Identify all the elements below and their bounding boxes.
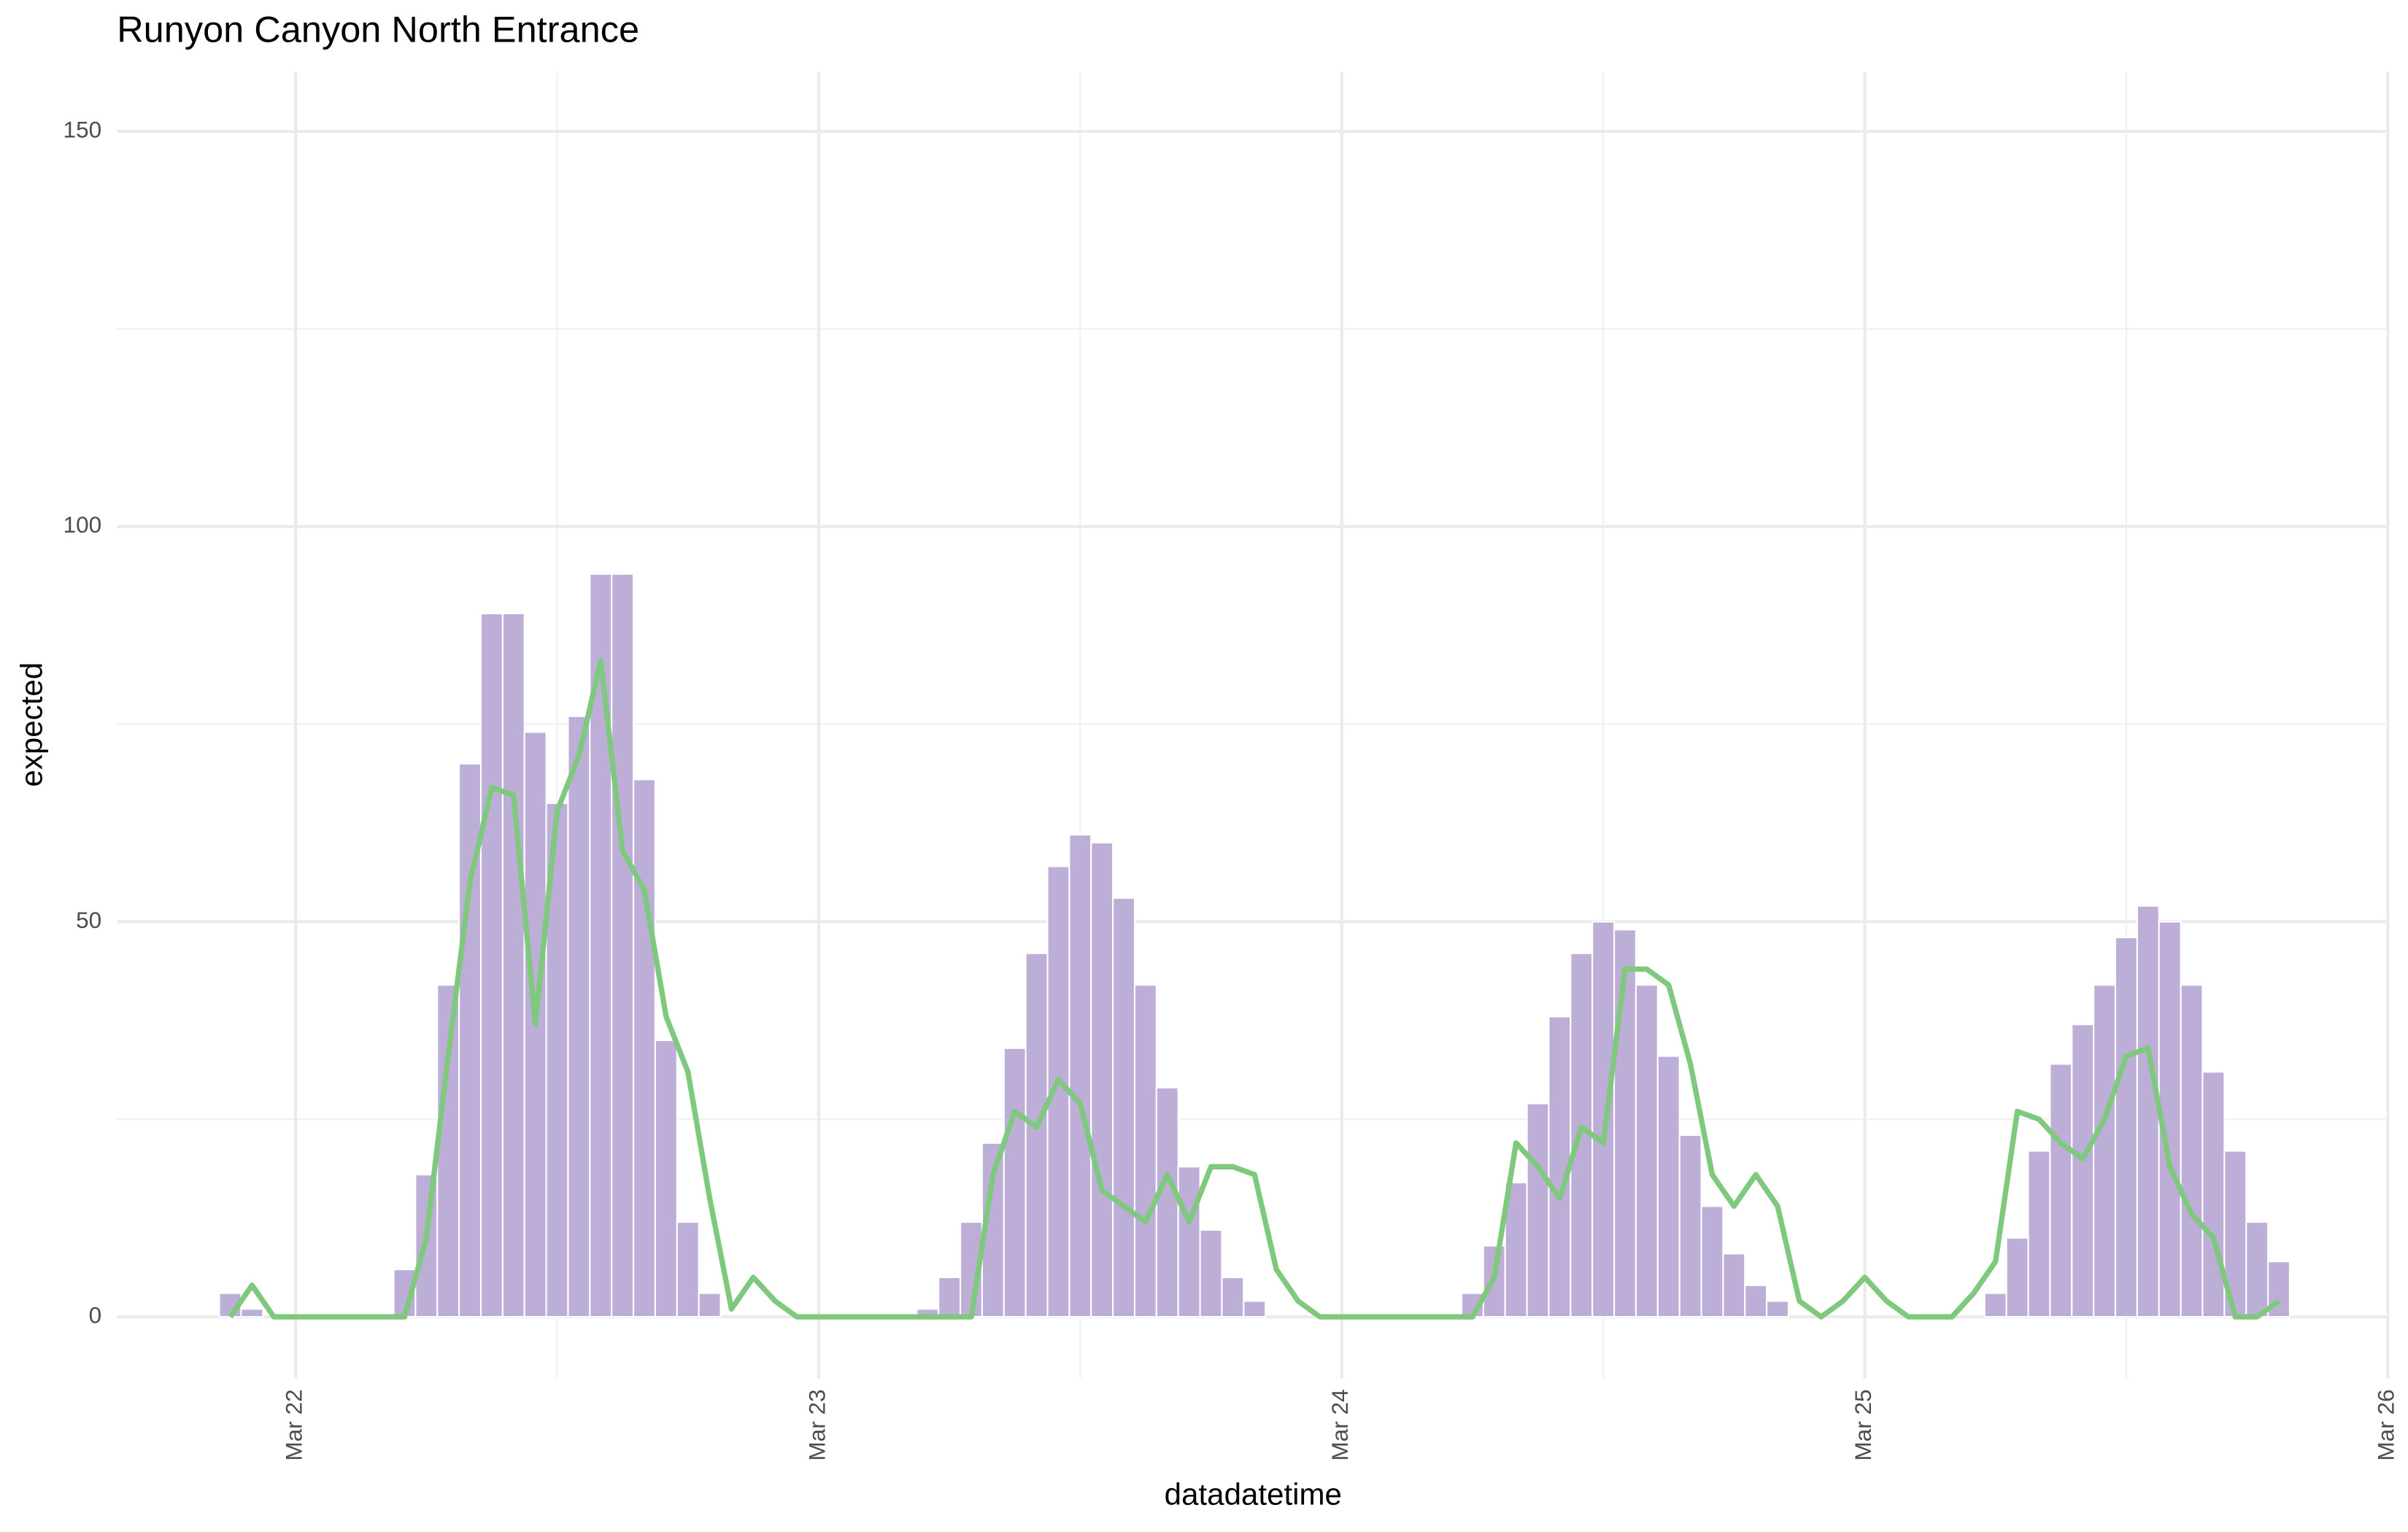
bar: [1155, 1086, 1179, 1318]
bar: [1656, 1055, 1680, 1318]
bar: [2114, 937, 2138, 1318]
bar: [567, 715, 591, 1318]
bar: [2180, 984, 2204, 1318]
bar: [633, 778, 656, 1318]
x-tick-label: Mar 23: [803, 1389, 830, 1461]
y-tick-label: 150: [63, 116, 102, 142]
bar: [1112, 897, 1136, 1318]
x-tick-label: Mar 25: [1850, 1389, 1876, 1461]
y-tick-label: 50: [76, 907, 101, 933]
x-axis-title: datadatetime: [1165, 1477, 1342, 1512]
x-tick-label: Mar 26: [2373, 1389, 2399, 1461]
bar: [1591, 921, 1616, 1318]
x-tick-label: Mar 22: [280, 1389, 306, 1461]
bar: [2093, 984, 2117, 1318]
bar: [2245, 1221, 2269, 1318]
bar: [676, 1221, 700, 1318]
bar: [479, 612, 503, 1318]
bar: [1504, 1181, 1528, 1318]
bar: [1199, 1229, 1223, 1318]
bar: [698, 1292, 722, 1318]
y-tick-label: 100: [63, 511, 102, 538]
bar: [501, 612, 525, 1318]
bar: [1003, 1047, 1027, 1318]
bar: [240, 1308, 264, 1318]
bar: [1024, 952, 1049, 1318]
y-axis-title: expected: [15, 662, 49, 787]
bar: [2071, 1024, 2095, 1318]
bar: [1766, 1300, 1790, 1318]
bar: [1635, 984, 1659, 1318]
bar: [1526, 1102, 1550, 1318]
bar: [938, 1276, 962, 1318]
bar: [2049, 1063, 2073, 1318]
bar: [1700, 1205, 1724, 1318]
bar: [611, 573, 635, 1318]
bar: [2027, 1150, 2051, 1318]
bar: [1221, 1276, 1245, 1318]
bar: [2201, 1071, 2226, 1318]
bar: [1744, 1284, 1768, 1318]
bar: [654, 1039, 678, 1318]
bar: [1678, 1134, 1702, 1318]
bar: [2136, 905, 2160, 1318]
bar: [1983, 1292, 2007, 1318]
bar: [1177, 1166, 1201, 1318]
chart-title: Runyon Canyon North Entrance: [117, 9, 639, 50]
y-tick-label: 0: [89, 1301, 102, 1328]
bar: [2267, 1261, 2291, 1318]
bar: [1068, 834, 1092, 1318]
x-tick-label: Mar 24: [1327, 1389, 1353, 1461]
bar: [1090, 842, 1114, 1318]
bar: [1133, 984, 1157, 1318]
line: [228, 658, 2281, 1320]
bar: [1722, 1253, 1746, 1318]
bar: [2005, 1237, 2029, 1318]
bar: [1243, 1300, 1267, 1318]
